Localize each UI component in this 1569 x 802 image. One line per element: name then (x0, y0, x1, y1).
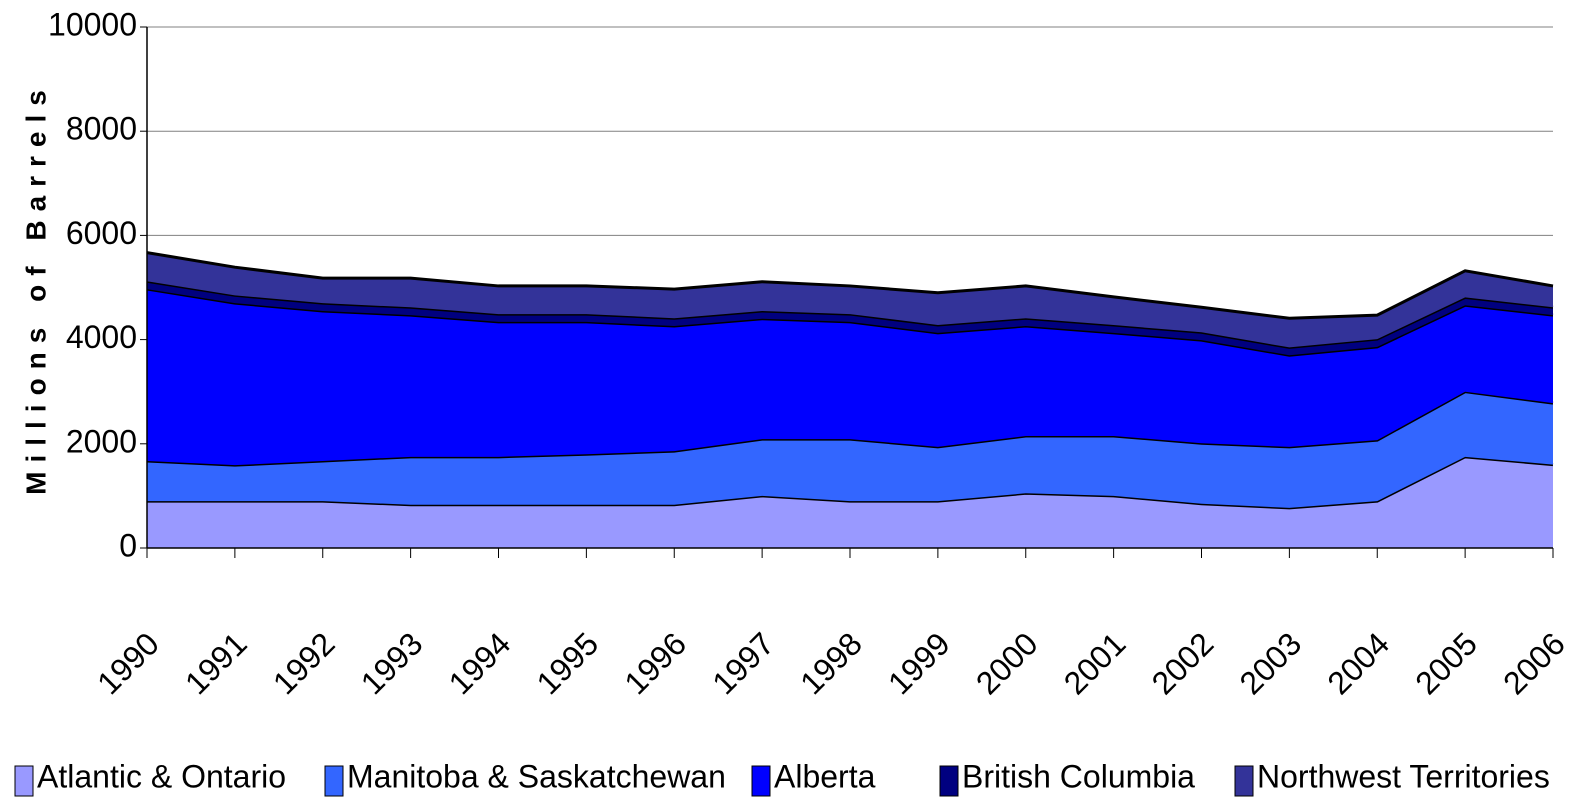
x-tick-label: 1999 (881, 625, 957, 701)
y-tick-label: 10000 (48, 6, 137, 42)
legend-swatch (939, 765, 959, 797)
x-tick-label: 2001 (1057, 625, 1133, 701)
legend-swatch (1234, 765, 1254, 797)
x-tick-label: 2004 (1320, 625, 1396, 701)
legend-label: British Columbia (962, 758, 1195, 794)
legend-swatch (14, 765, 34, 797)
y-tick-label: 8000 (66, 111, 137, 147)
legend-label: Atlantic & Ontario (37, 758, 286, 794)
x-tick-label: 2005 (1408, 625, 1484, 701)
y-tick-label: 4000 (66, 319, 137, 355)
y-tick-label: 6000 (66, 215, 137, 251)
x-tick-label: 1994 (442, 625, 518, 701)
x-tick-label: 2003 (1233, 625, 1309, 701)
x-tick-label: 2002 (1145, 625, 1221, 701)
area (147, 252, 1553, 348)
legend-label: Manitoba & Saskatchewan (347, 758, 726, 794)
area (147, 281, 1553, 356)
y-axis-label: Millions of Barrels (20, 81, 51, 495)
x-tick-label: 2000 (969, 625, 1045, 701)
x-tick-label: 1992 (266, 625, 342, 701)
x-tick-label: 1991 (178, 625, 254, 701)
x-tick-label: 1998 (793, 625, 869, 701)
legend-swatch (324, 765, 344, 797)
x-tick-label: 1995 (530, 625, 606, 701)
y-tick-label: 2000 (66, 423, 137, 459)
area-edge (146, 251, 1554, 320)
area (147, 289, 1553, 466)
area (147, 391, 1553, 508)
x-tick-label: 1997 (705, 625, 781, 701)
y-tick-label: 0 (119, 527, 137, 563)
x-tick-label: 1996 (617, 625, 693, 701)
legend-label: Northwest Territories (1257, 758, 1550, 794)
legend-label: Alberta (774, 758, 876, 794)
x-tick-label: 1990 (90, 625, 166, 701)
x-tick-label: 1993 (354, 625, 430, 701)
x-tick-label: 2006 (1496, 625, 1569, 701)
legend-swatch (751, 765, 771, 797)
